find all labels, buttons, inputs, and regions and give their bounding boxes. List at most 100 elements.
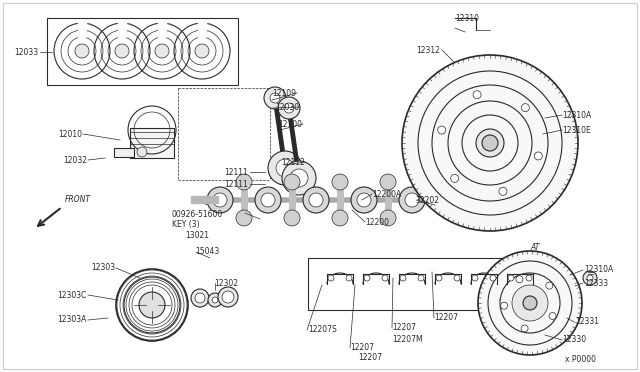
Circle shape (399, 187, 425, 213)
Text: 12333: 12333 (584, 279, 608, 288)
Text: 12207M: 12207M (392, 336, 422, 344)
Circle shape (137, 147, 147, 157)
Circle shape (208, 293, 222, 307)
Bar (47, 18, 238, 85)
Circle shape (357, 193, 371, 207)
Circle shape (512, 285, 548, 321)
Circle shape (400, 275, 406, 281)
Text: 12010: 12010 (58, 129, 82, 138)
Circle shape (195, 44, 209, 58)
Circle shape (523, 296, 537, 310)
Circle shape (478, 251, 582, 355)
Circle shape (222, 291, 234, 303)
Circle shape (380, 210, 396, 226)
Circle shape (146, 299, 158, 311)
Text: 12200: 12200 (365, 218, 389, 227)
Text: x P0000: x P0000 (565, 356, 596, 365)
Circle shape (213, 193, 227, 207)
Circle shape (508, 275, 514, 281)
Circle shape (284, 174, 300, 190)
Circle shape (264, 87, 286, 109)
Circle shape (115, 44, 129, 58)
Text: 12330: 12330 (562, 336, 586, 344)
Circle shape (516, 276, 523, 283)
Circle shape (155, 44, 169, 58)
Text: KEY (3): KEY (3) (172, 219, 200, 228)
Circle shape (380, 174, 396, 190)
Text: 12310E: 12310E (562, 125, 591, 135)
Circle shape (351, 187, 377, 213)
Circle shape (284, 210, 300, 226)
Circle shape (402, 55, 578, 231)
Circle shape (522, 104, 529, 112)
Circle shape (364, 275, 370, 281)
Text: 12032: 12032 (63, 155, 87, 164)
Circle shape (303, 187, 329, 213)
Circle shape (212, 297, 218, 303)
Text: 12310A: 12310A (584, 266, 613, 275)
Text: 12207S: 12207S (308, 326, 337, 334)
Circle shape (482, 135, 498, 151)
Text: 12312: 12312 (416, 45, 440, 55)
Circle shape (207, 187, 233, 213)
Text: 12303: 12303 (91, 263, 115, 273)
Circle shape (255, 187, 281, 213)
Circle shape (332, 210, 348, 226)
Circle shape (236, 210, 252, 226)
Circle shape (473, 91, 481, 99)
Circle shape (270, 93, 280, 103)
Text: 00926-51600: 00926-51600 (172, 209, 223, 218)
Circle shape (436, 275, 442, 281)
Circle shape (276, 159, 294, 177)
Circle shape (549, 312, 556, 320)
Circle shape (526, 275, 532, 281)
Circle shape (499, 187, 507, 195)
Circle shape (236, 174, 252, 190)
Circle shape (261, 193, 275, 207)
Text: AT: AT (530, 244, 540, 253)
Circle shape (587, 275, 593, 281)
Circle shape (284, 103, 294, 113)
Text: 12109: 12109 (272, 89, 296, 97)
Bar (130, 128, 174, 158)
Text: 12331: 12331 (575, 317, 599, 327)
Circle shape (75, 44, 89, 58)
Text: 12111: 12111 (224, 167, 248, 176)
Circle shape (191, 289, 209, 307)
Circle shape (500, 302, 508, 309)
Bar (308, 258, 535, 310)
Text: 12303A: 12303A (58, 315, 87, 324)
Circle shape (309, 193, 323, 207)
Text: 12310: 12310 (455, 13, 479, 22)
Circle shape (451, 174, 459, 182)
Bar (205, 196, 215, 204)
Circle shape (454, 275, 460, 281)
Text: 13021: 13021 (185, 231, 209, 240)
Text: 12111: 12111 (224, 180, 248, 189)
Circle shape (472, 275, 478, 281)
Circle shape (490, 275, 496, 281)
Text: 15043: 15043 (195, 247, 220, 257)
Text: 12200A: 12200A (372, 189, 401, 199)
Circle shape (282, 161, 316, 195)
Circle shape (346, 275, 352, 281)
Text: 12207: 12207 (434, 314, 458, 323)
Text: 12207: 12207 (350, 343, 374, 353)
Circle shape (438, 126, 445, 134)
Circle shape (418, 275, 424, 281)
Text: 12033: 12033 (14, 48, 38, 57)
Circle shape (405, 193, 419, 207)
Circle shape (290, 169, 308, 187)
Text: 12030: 12030 (275, 103, 299, 112)
Circle shape (521, 325, 528, 332)
Text: 12207: 12207 (392, 324, 416, 333)
Circle shape (382, 275, 388, 281)
Circle shape (218, 287, 238, 307)
Circle shape (268, 151, 302, 185)
Circle shape (476, 129, 504, 157)
Circle shape (534, 152, 542, 160)
Circle shape (583, 271, 597, 285)
Text: 12112: 12112 (281, 157, 305, 167)
Text: FRONT: FRONT (65, 195, 91, 203)
Circle shape (332, 174, 348, 190)
